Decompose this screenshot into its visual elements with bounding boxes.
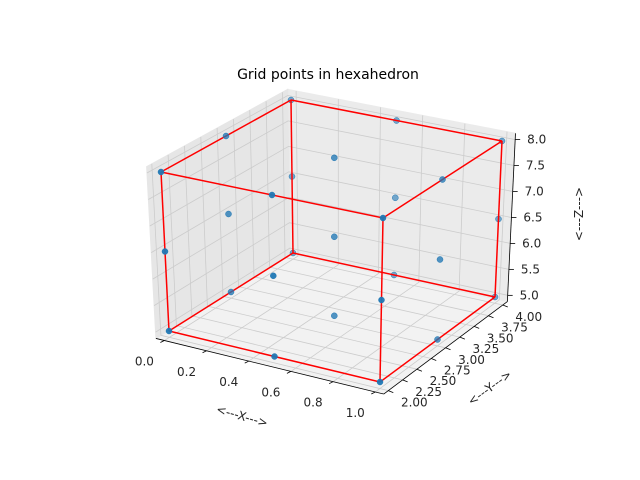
chart-title: Grid points in hexahedron xyxy=(237,67,419,83)
hexahedron-edge xyxy=(494,140,503,298)
y-tick-label: 2.00 xyxy=(401,396,428,410)
z-tick-label: 5.5 xyxy=(521,262,540,276)
grid-line-z xyxy=(146,95,516,174)
y-tick-mark xyxy=(488,315,494,319)
y-tick-label: 2.75 xyxy=(444,364,471,378)
grid-line-x xyxy=(248,107,381,362)
grid-point xyxy=(331,154,338,162)
grid-point xyxy=(392,194,399,202)
x-tick-mark xyxy=(371,391,376,395)
x-tick-mark xyxy=(328,381,334,385)
grid-point xyxy=(439,176,446,183)
z-tick-label: 6.5 xyxy=(523,210,542,224)
x-tick-mark xyxy=(286,371,292,374)
y-tick-mark xyxy=(474,326,480,329)
hexahedron-edge xyxy=(292,252,496,298)
grid-point xyxy=(376,378,384,386)
axis-panes xyxy=(146,88,517,395)
x-tick-label: 0.6 xyxy=(261,385,280,399)
y-tick-mark xyxy=(416,368,423,372)
grid-point xyxy=(227,288,235,296)
x-tick-label: 0.2 xyxy=(177,365,196,379)
x-axis-label: <---X---> xyxy=(215,402,270,430)
y-tick-mark xyxy=(459,336,466,340)
grid-point xyxy=(331,233,338,241)
y-tick-label: 2.25 xyxy=(415,385,442,399)
y-tick-label: 2.50 xyxy=(430,374,457,388)
grid-line-z xyxy=(148,120,514,200)
y-tick-mark xyxy=(431,358,437,361)
x-tick-label: 1.0 xyxy=(346,406,365,420)
grid-line-z xyxy=(149,145,513,227)
grid-line-x xyxy=(290,115,424,372)
hexahedron-edge xyxy=(290,99,503,142)
y-axis-label: <---Y---> xyxy=(465,367,514,408)
grid-point xyxy=(379,214,387,222)
grid-point xyxy=(331,312,338,320)
grid-point xyxy=(271,353,278,360)
z-tick-label: 8.0 xyxy=(527,133,546,147)
points-front-layer xyxy=(157,132,446,386)
x-tick-label: 0.8 xyxy=(304,396,323,410)
z-tick-label: 7.5 xyxy=(526,159,545,173)
grid-point xyxy=(270,272,277,280)
y-tick-mark xyxy=(445,347,451,351)
x-tick-label: 0.0 xyxy=(135,354,154,368)
y-tick-mark xyxy=(388,390,394,393)
grid-point xyxy=(268,191,276,199)
grid-line-z xyxy=(153,222,509,306)
hexahedron-edge xyxy=(290,99,294,254)
z-tick-label: 7.0 xyxy=(525,184,544,198)
y-tick-mark xyxy=(502,304,508,308)
grid-point xyxy=(378,296,385,304)
grid-line-x xyxy=(375,131,508,393)
z-tick-label: 6.0 xyxy=(522,236,541,250)
grid-point xyxy=(157,168,165,176)
y-tick-label: 3.75 xyxy=(501,321,528,335)
x-tick-label: 0.4 xyxy=(219,375,238,389)
tick-marks: 0.00.20.40.60.81.02.002.252.502.753.003.… xyxy=(135,133,546,420)
x-tick-mark xyxy=(202,350,207,354)
y-tick-label: 3.25 xyxy=(472,342,499,356)
y-tick-mark xyxy=(402,379,408,383)
grid-point xyxy=(165,327,173,335)
grid-line-z xyxy=(152,196,511,280)
grid-line-x xyxy=(206,99,339,352)
grid-line-x xyxy=(332,123,466,383)
x-tick-mark xyxy=(244,360,249,364)
grid-point xyxy=(436,256,444,263)
grid-line-y xyxy=(151,163,389,391)
grid-line-x xyxy=(164,90,299,341)
grid-point xyxy=(161,248,169,255)
grid-line-z xyxy=(150,171,512,253)
y-tick-label: 3.50 xyxy=(487,331,514,345)
y-tick-label: 3.00 xyxy=(458,353,485,367)
x-tick-mark xyxy=(160,340,165,343)
grid-point xyxy=(225,210,232,218)
x-axis-line xyxy=(155,338,384,395)
y-tick-label: 4.00 xyxy=(515,310,542,324)
z-tick-label: 5.0 xyxy=(520,288,539,302)
grid-point xyxy=(222,132,230,140)
grid-point xyxy=(434,336,441,343)
z-axis-label: <---Z---> xyxy=(572,187,586,241)
grid-line-z xyxy=(155,247,508,333)
